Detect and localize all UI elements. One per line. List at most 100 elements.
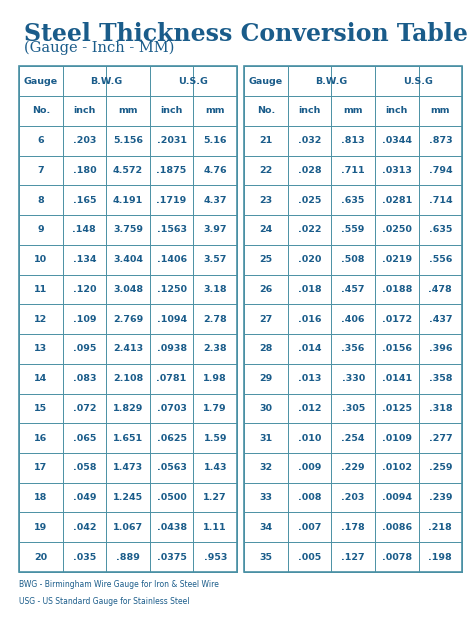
Text: Gauge: Gauge — [249, 76, 283, 86]
Text: .134: .134 — [73, 255, 96, 264]
Text: 2.413: 2.413 — [113, 344, 143, 353]
Text: 25: 25 — [259, 255, 273, 264]
Text: .0375: .0375 — [156, 552, 187, 562]
Text: .229: .229 — [341, 463, 365, 472]
Text: .813: .813 — [341, 137, 365, 145]
Text: .794: .794 — [428, 166, 452, 175]
Text: .020: .020 — [298, 255, 321, 264]
Text: .239: .239 — [428, 493, 452, 502]
Text: .714: .714 — [428, 196, 452, 205]
Text: 26: 26 — [259, 285, 273, 294]
Text: .277: .277 — [428, 434, 452, 442]
Text: .1406: .1406 — [156, 255, 187, 264]
Text: .396: .396 — [428, 344, 452, 353]
Text: 16: 16 — [34, 434, 47, 442]
Text: 2.769: 2.769 — [113, 315, 143, 324]
Text: U.S.G: U.S.G — [178, 76, 209, 86]
Text: .203: .203 — [73, 137, 96, 145]
Text: 32: 32 — [259, 463, 273, 472]
Text: (Gauge - Inch - MM): (Gauge - Inch - MM) — [24, 41, 174, 56]
Text: .065: .065 — [73, 434, 96, 442]
Text: .318: .318 — [428, 404, 452, 413]
Text: .0094: .0094 — [382, 493, 412, 502]
Text: .198: .198 — [428, 552, 452, 562]
Text: 29: 29 — [259, 374, 273, 383]
Text: 3.759: 3.759 — [113, 226, 143, 234]
Text: 2.78: 2.78 — [203, 315, 227, 324]
Text: .0125: .0125 — [382, 404, 412, 413]
Text: .028: .028 — [298, 166, 321, 175]
Text: .330: .330 — [341, 374, 365, 383]
Text: .012: .012 — [298, 404, 321, 413]
Text: .0625: .0625 — [156, 434, 187, 442]
Text: .0219: .0219 — [382, 255, 412, 264]
Text: 2.108: 2.108 — [113, 374, 143, 383]
Text: .437: .437 — [428, 315, 452, 324]
Text: .457: .457 — [341, 285, 365, 294]
Text: 1.98: 1.98 — [203, 374, 227, 383]
Text: .127: .127 — [341, 552, 365, 562]
Text: .005: .005 — [298, 552, 321, 562]
Text: inch: inch — [160, 106, 183, 116]
Text: 4.572: 4.572 — [113, 166, 143, 175]
Text: No.: No. — [257, 106, 275, 116]
Text: 9: 9 — [37, 226, 44, 234]
Text: inch: inch — [73, 106, 96, 116]
Text: .148: .148 — [73, 226, 96, 234]
Text: .007: .007 — [298, 523, 321, 532]
Text: .1563: .1563 — [156, 226, 187, 234]
Text: 23: 23 — [259, 196, 273, 205]
Text: .165: .165 — [73, 196, 96, 205]
Text: mm: mm — [205, 106, 225, 116]
Text: 6: 6 — [37, 137, 44, 145]
Text: .0313: .0313 — [382, 166, 412, 175]
Text: 28: 28 — [259, 344, 273, 353]
Text: 4.191: 4.191 — [113, 196, 143, 205]
Text: U.S.G: U.S.G — [403, 76, 434, 86]
Text: B.W.G: B.W.G — [90, 76, 122, 86]
Text: 1.829: 1.829 — [113, 404, 143, 413]
Text: .0109: .0109 — [382, 434, 412, 442]
Text: .032: .032 — [298, 137, 321, 145]
Text: .178: .178 — [341, 523, 365, 532]
Text: .0500: .0500 — [157, 493, 186, 502]
Text: .953: .953 — [203, 552, 227, 562]
Text: 1.245: 1.245 — [113, 493, 143, 502]
Text: BWG - Birmingham Wire Gauge for Iron & Steel Wire: BWG - Birmingham Wire Gauge for Iron & S… — [19, 580, 219, 588]
Text: .1719: .1719 — [156, 196, 187, 205]
Text: 5.156: 5.156 — [113, 137, 143, 145]
Text: .013: .013 — [298, 374, 321, 383]
Text: .635: .635 — [428, 226, 452, 234]
Text: .018: .018 — [298, 285, 321, 294]
Text: 18: 18 — [34, 493, 47, 502]
Text: 17: 17 — [34, 463, 47, 472]
Text: .508: .508 — [341, 255, 365, 264]
Text: 1.79: 1.79 — [203, 404, 227, 413]
Text: 15: 15 — [34, 404, 47, 413]
Text: 3.18: 3.18 — [203, 285, 227, 294]
Text: 30: 30 — [259, 404, 273, 413]
Text: No.: No. — [32, 106, 50, 116]
Text: .0102: .0102 — [382, 463, 412, 472]
Text: .889: .889 — [116, 552, 140, 562]
Text: 3.57: 3.57 — [203, 255, 227, 264]
Text: 14: 14 — [34, 374, 47, 383]
Text: B.W.G: B.W.G — [315, 76, 347, 86]
Text: .406: .406 — [341, 315, 365, 324]
Text: 1.11: 1.11 — [203, 523, 227, 532]
Text: .556: .556 — [428, 255, 452, 264]
Text: Steel Thickness Conversion Table: Steel Thickness Conversion Table — [24, 22, 467, 46]
Text: .358: .358 — [428, 374, 452, 383]
Text: .478: .478 — [428, 285, 452, 294]
Text: mm: mm — [430, 106, 450, 116]
Text: 12: 12 — [34, 315, 47, 324]
Text: .022: .022 — [298, 226, 321, 234]
Text: .1250: .1250 — [156, 285, 187, 294]
Text: .0086: .0086 — [382, 523, 412, 532]
Text: Gauge: Gauge — [24, 76, 58, 86]
Text: .254: .254 — [341, 434, 365, 442]
Text: 4.37: 4.37 — [203, 196, 227, 205]
Text: inch: inch — [298, 106, 321, 116]
Text: 1.59: 1.59 — [203, 434, 227, 442]
Text: 1.473: 1.473 — [113, 463, 143, 472]
